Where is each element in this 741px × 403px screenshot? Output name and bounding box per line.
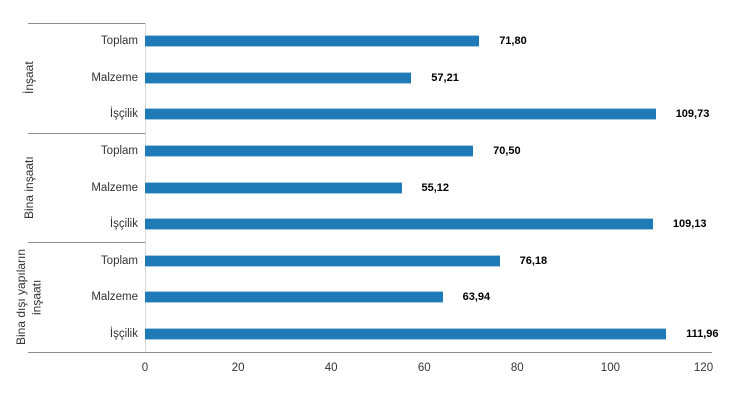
value-label: 55,12	[421, 181, 450, 194]
x-axis-tick-labels: 0 20 40 60 80 100 120	[141, 362, 713, 382]
category-label: İşçilik	[109, 108, 138, 121]
x-tick-label: 80	[510, 362, 524, 374]
group-rows: Toplam 71,80 Malzeme 57,21 İşçilik 109,73	[60, 23, 741, 133]
bar: 57,21	[145, 71, 459, 84]
category-group: Bina inşaatı Toplam 70,50 Malzeme 55,12 İşçil…	[0, 132, 741, 243]
group-separator-line	[28, 242, 145, 244]
group-label: Bina inşaatı	[22, 156, 37, 219]
x-tick-label: 40	[324, 362, 338, 374]
bar: 70,50	[145, 144, 521, 157]
bar-area: 63,94	[145, 279, 741, 316]
chart-groups: İnşaat Toplam 71,80 Malzeme 57,21 İşçilik 109,…	[0, 23, 741, 352]
group-separator-line	[28, 23, 145, 24]
bar-area: 71,80	[145, 23, 741, 60]
bar-area: 55,12	[145, 169, 741, 206]
bar-row: Malzeme 55,12	[60, 169, 741, 206]
category-label: Malzeme	[91, 291, 138, 304]
group-label-column: Bina inşaatı	[0, 133, 60, 243]
value-label: 63,94	[462, 291, 491, 304]
bar: 55,12	[145, 181, 449, 194]
bar-row: İşçilik 109,13	[60, 206, 741, 243]
value-label: 71,80	[499, 35, 527, 48]
bar-area: 111,96	[145, 315, 741, 352]
bar-row: Malzeme 63,94	[60, 279, 741, 316]
group-label-column: Bina dışı yapıların inşaatı	[0, 242, 60, 352]
value-label: 111,96	[686, 327, 719, 340]
value-label: 109,73	[675, 108, 710, 121]
bar-row: İşçilik 111,96	[60, 315, 741, 352]
bar-row: Toplam 76,18	[60, 242, 741, 279]
category-label: İşçilik	[109, 327, 138, 340]
category-group: İnşaat Toplam 71,80 Malzeme 57,21 İşçilik 109,…	[0, 23, 741, 133]
value-label: 76,18	[519, 254, 548, 267]
bar-area: 76,18	[145, 242, 741, 279]
bar-area: 70,50	[145, 133, 741, 170]
category-label: İşçilik	[109, 218, 138, 231]
category-group: Bina dışı yapıların inşaatı Toplam 76,18 Ma…	[0, 242, 741, 352]
bar-row: Malzeme 57,21	[60, 60, 741, 97]
bar-area: 109,13	[145, 206, 741, 243]
bar: 63,94	[145, 291, 490, 304]
bar-row: İşçilik 109,73	[60, 96, 741, 133]
bar: 71,80	[145, 35, 527, 48]
bar-row: Toplam 71,80	[60, 23, 741, 60]
category-label: Toplam	[100, 144, 138, 157]
value-label: 57,21	[431, 71, 459, 84]
x-tick-label: 0	[141, 362, 149, 374]
bar-row: Toplam 70,50	[60, 133, 741, 170]
category-label: Toplam	[100, 254, 138, 267]
group-label-column: İnşaat	[0, 23, 60, 133]
x-axis-line	[28, 352, 712, 353]
x-tick-label: 60	[417, 362, 431, 374]
bar-area: 109,73	[145, 96, 741, 133]
group-rows: Toplam 70,50 Malzeme 55,12 İşçilik 109,13	[60, 133, 741, 243]
group-label: Bina dışı yapıların inşaatı	[14, 249, 44, 346]
x-tick-label: 20	[231, 362, 245, 374]
group-rows: Toplam 76,18 Malzeme 63,94 İşçilik 111,96	[60, 242, 741, 352]
category-label: Malzeme	[91, 181, 138, 194]
bar: 76,18	[145, 254, 547, 267]
bar: 111,96	[145, 327, 719, 340]
x-tick-label: 120	[693, 362, 714, 374]
bar: 109,13	[145, 218, 707, 231]
group-separator-line	[28, 132, 145, 134]
group-label: İnşaat	[22, 61, 37, 95]
bar-area: 57,21	[145, 60, 741, 97]
bar: 109,73	[145, 108, 709, 121]
category-label: Malzeme	[91, 71, 138, 84]
x-tick-label: 100	[600, 362, 620, 374]
value-label: 109,13	[672, 218, 707, 231]
category-label: Toplam	[100, 35, 138, 48]
value-label: 70,50	[493, 144, 521, 157]
